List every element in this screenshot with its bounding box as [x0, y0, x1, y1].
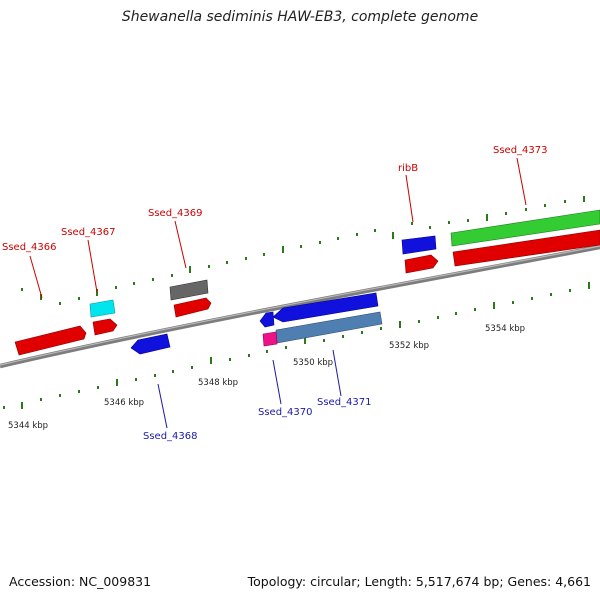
gene-label-ssed-4370: Ssed_4370 [258, 407, 313, 418]
gene-ssed-4370-main[interactable] [272, 292, 379, 323]
gene-cyan[interactable] [89, 299, 116, 318]
accession-text: Accession: NC_009831 [9, 574, 152, 589]
gene-ssed-4373[interactable] [452, 229, 600, 267]
gene-label-ssed-4369: Ssed_4369 [148, 208, 203, 219]
reverse-tick-track [3, 282, 590, 409]
leader-ssed-4373 [516, 157, 527, 206]
topology-text: Topology: circular; Length: 5,517,674 bp… [247, 574, 591, 589]
gene-ssed-4367[interactable] [92, 318, 118, 336]
tick-label-5352: 5352 kbp [389, 341, 429, 351]
map-title: Shewanella sediminis HAW-EB3, complete g… [121, 9, 479, 25]
leader-ssed-4367 [87, 239, 98, 293]
gene-pink[interactable] [262, 331, 278, 347]
gene-ssed-4368[interactable] [130, 333, 171, 355]
genome-backbone [0, 244, 600, 369]
gene-label-ssed-4366: Ssed_4366 [2, 242, 57, 253]
tick-label-5346: 5346 kbp [104, 398, 144, 408]
gene-ssed-4370[interactable] [259, 311, 275, 328]
leader-ssed-4369 [174, 220, 187, 269]
leader-ssed-4368 [157, 383, 168, 429]
gene-label-ribB: ribB [398, 163, 418, 174]
gene-label-ssed-4371: Ssed_4371 [317, 397, 372, 408]
leader-ssed-4371 [332, 349, 342, 397]
tick-label-5344: 5344 kbp [8, 421, 48, 431]
leader-ssed-4366 [29, 255, 43, 299]
forward-tick-track [21, 196, 585, 305]
leader-ribB [405, 174, 414, 223]
tick-label-5354: 5354 kbp [485, 324, 525, 334]
gene-ribB[interactable] [404, 254, 439, 274]
gene-blue-upper[interactable] [401, 235, 437, 255]
gene-label-ssed-4373: Ssed_4373 [493, 145, 548, 156]
gene-green[interactable] [450, 209, 600, 247]
gene-gray[interactable] [169, 279, 209, 301]
gene-ssed-4366[interactable] [14, 325, 87, 356]
tick-label-5350: 5350 kbp [293, 358, 333, 368]
gene-label-ssed-4368: Ssed_4368 [143, 431, 198, 442]
leader-ssed-4370 [272, 359, 282, 405]
gene-label-ssed-4367: Ssed_4367 [61, 227, 116, 238]
gene-ssed-4369[interactable] [173, 297, 212, 318]
tick-label-5348: 5348 kbp [198, 378, 238, 388]
